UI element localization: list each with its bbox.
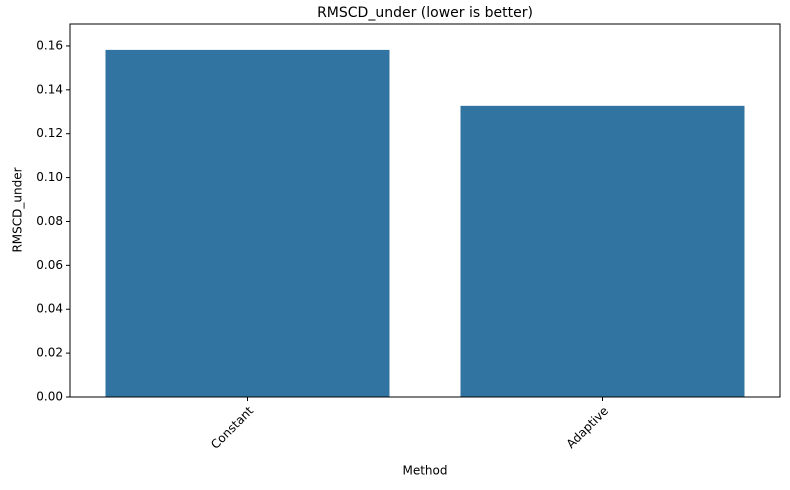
y-tick-label: 0.02 xyxy=(36,346,63,360)
y-tick-label: 0.10 xyxy=(36,170,63,184)
y-tick-label: 0.16 xyxy=(36,38,63,52)
y-tick-label: 0.12 xyxy=(36,126,63,140)
x-axis-label: Method xyxy=(402,464,447,478)
chart-title: RMSCD_under (lower is better) xyxy=(317,5,533,21)
bar xyxy=(460,105,745,398)
y-axis-label: RMSCD_under xyxy=(11,167,25,252)
x-tick-label: Constant xyxy=(208,403,256,451)
y-tick-label: 0.00 xyxy=(36,390,63,404)
y-tick-label: 0.08 xyxy=(36,214,63,228)
plot-frame xyxy=(69,23,781,398)
y-tick-label: 0.04 xyxy=(36,302,63,316)
x-tick-label: Adaptive xyxy=(564,404,611,451)
y-tick-label: 0.06 xyxy=(36,258,63,272)
bar xyxy=(105,49,390,397)
y-tick-label: 0.14 xyxy=(36,82,63,96)
